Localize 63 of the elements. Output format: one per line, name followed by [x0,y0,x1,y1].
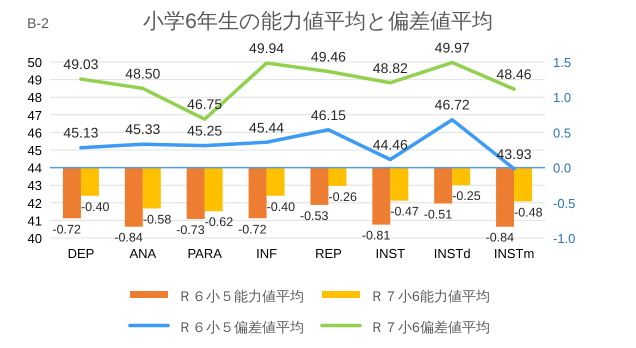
data-label: 45.33 [125,121,160,138]
data-label: 49.94 [249,40,284,56]
legend: Ｒ６小５能力値平均 [178,288,304,304]
data-label: -0.72 [52,222,81,236]
title: 小学6年生の能力値平均と偏差値平均 [143,10,493,33]
y-tick-label: 44 [28,160,42,176]
data-label: -0.62 [204,215,234,230]
y2-tick-label: -0.5 [553,196,576,211]
y-tick-label: 49 [28,72,42,88]
y-tick-label: 41 [28,213,42,228]
y2-tick-label: -1.0 [553,231,576,246]
x-tick-label: INSTd [434,246,471,261]
legend: Ｒ７小6偏差値平均 [370,319,490,335]
data-label: 46.72 [434,96,470,113]
x-tick-label: PARA [187,246,222,261]
data-label: -0.84 [486,230,514,245]
data-label: -0.25 [452,189,481,204]
data-label: -0.47 [390,204,419,219]
y-tick-label: 48 [28,90,42,106]
data-label: -0.72 [238,222,267,236]
data-label: 45.25 [187,122,222,139]
legend: Ｒ７小6能力値平均 [370,288,490,304]
data-label: 48.46 [496,66,532,82]
x-tick-label: DEP [68,246,94,261]
x-tick-label: INST [376,246,406,261]
data-label: 43.93 [496,146,532,162]
y-tick-label: 46 [28,125,42,140]
y-tick-label: 42 [28,196,42,211]
data-label: 48.50 [125,65,160,82]
data-label: -0.51 [424,208,452,222]
data-label: -0.40 [266,200,296,214]
data-label: -0.84 [114,230,143,245]
x-tick-label: ANA [129,246,157,261]
data-label: 49.97 [434,40,470,56]
y-tick-label: 43 [28,178,42,194]
data-label: -0.53 [300,208,328,223]
y2-tick-label: 1.5 [553,55,572,70]
x-tick-label: REP [315,246,342,261]
x-tick-label: INSTm [494,246,534,261]
data-label: 45.44 [249,119,284,136]
y-tick-label: 40 [28,231,42,246]
y-tick-label: 45 [28,143,42,158]
data-label: -0.58 [142,212,172,226]
annotation: B-2 [27,15,49,31]
data-label: -0.48 [514,205,543,220]
y2-tick-label: 0.0 [553,160,572,176]
y2-tick-label: 0.5 [553,125,572,140]
y2-tick-label: 1.0 [553,90,572,106]
data-label: 45.13 [63,124,98,141]
y-tick-label: 50 [28,55,42,70]
data-label: -0.73 [176,223,205,237]
data-label: 44.46 [372,136,408,152]
data-label: 46.15 [310,106,346,123]
x-tick-label: INF [256,246,278,261]
data-label: 49.03 [63,56,98,72]
y-tick-label: 47 [28,108,42,123]
data-label: -0.40 [80,200,110,214]
data-label: 49.46 [310,48,346,64]
data-label: 46.75 [187,96,222,112]
data-label: -0.26 [328,190,357,204]
data-label: -0.81 [362,228,390,243]
data-label: 48.82 [372,60,408,76]
legend: Ｒ６小５偏差値平均 [178,319,304,335]
